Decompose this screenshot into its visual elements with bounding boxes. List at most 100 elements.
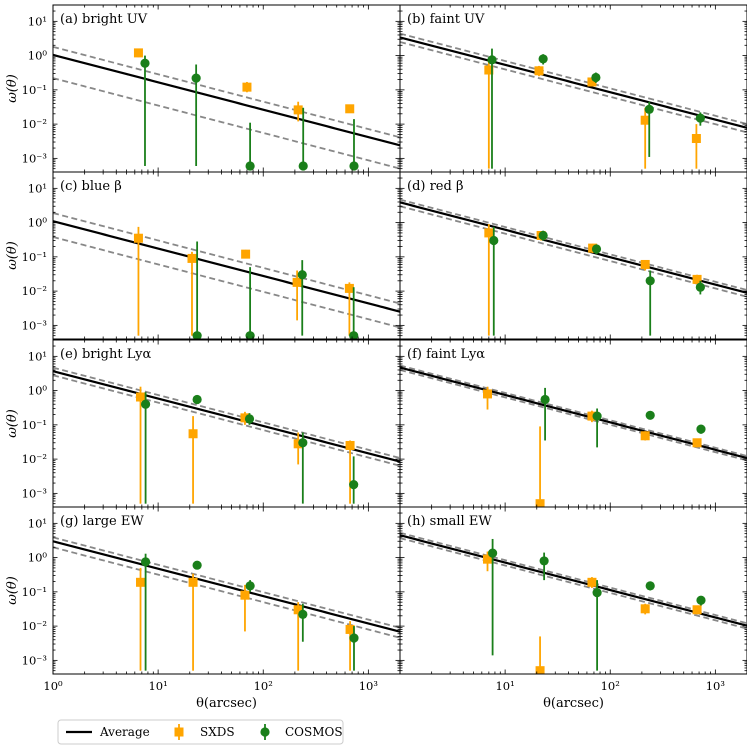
panel-6: 10⁻³ 10⁻² 10⁻¹ 10⁰ 10¹ ω(θ) 10⁰ 10¹ 10² 10³ θ(arcs…	[5, 506, 401, 711]
y-axis-label: ω(θ)	[5, 576, 20, 605]
cosmos-point	[538, 230, 548, 241]
average-curve	[400, 534, 747, 627]
cosmos-point	[349, 161, 359, 171]
average-curve	[53, 370, 400, 463]
panel-3: (d) red β	[399, 171, 747, 340]
sxds-point	[136, 392, 146, 402]
y-tick-label: 10⁰	[28, 384, 48, 398]
cosmos-point	[591, 244, 602, 254]
panel-7: 10¹ 10² 10³ θ(arcsec) (h) small EW	[399, 506, 747, 711]
y-tick-label: 10⁻³	[22, 151, 48, 165]
panel-title: (e) bright Lyα	[60, 347, 151, 362]
panel-title: (c) blue β	[60, 179, 122, 194]
panel-plot-area	[400, 364, 747, 507]
sxds-point	[692, 605, 702, 615]
sxds-point	[241, 249, 251, 259]
legend: Average SXDS COSMOS	[57, 719, 344, 745]
sxds-point	[242, 82, 252, 92]
bound-curve-1	[400, 205, 747, 298]
sxds-point	[587, 577, 597, 587]
cosmos-point	[140, 399, 151, 409]
y-tick-label: 10⁻²	[22, 619, 47, 633]
sxds-point	[640, 604, 650, 614]
panel-ticks	[52, 4, 401, 173]
bound-curve-0	[400, 531, 747, 625]
panel-frame	[399, 339, 747, 508]
cosmos-point	[696, 424, 706, 434]
bound-curve-0	[53, 536, 400, 629]
panel-frame	[52, 4, 401, 173]
y-tick-label: 10⁻²	[22, 284, 47, 298]
panel-ticks	[52, 506, 401, 675]
sxds-point	[345, 624, 355, 634]
cosmos-point	[192, 394, 202, 405]
x-tick-label: 10¹	[148, 679, 167, 693]
x-tick-label: 10³	[359, 679, 379, 693]
cosmos-point	[297, 270, 307, 280]
cosmos-point	[592, 588, 602, 598]
average-curve	[53, 540, 400, 633]
y-tick-label: 10⁻³	[22, 653, 48, 667]
cosmos-point	[695, 282, 705, 292]
panel-frame	[52, 339, 401, 508]
bound-curve-1	[400, 369, 747, 462]
y-tick-label: 10⁻²	[22, 452, 47, 466]
panel-frame	[52, 506, 401, 675]
y-tick-label: 10¹	[28, 14, 47, 28]
y-tick-label: 10⁰	[28, 551, 48, 565]
sxds-point	[133, 233, 143, 243]
y-tick-label: 10⁰	[28, 216, 48, 230]
cosmos-point	[298, 609, 308, 619]
cosmos-point	[645, 410, 655, 420]
panel-title: (g) large EW	[60, 514, 144, 529]
y-tick-label: 10⁻³	[22, 486, 48, 500]
panel-plot-area	[53, 536, 400, 671]
panel-title: (f) faint Lyα	[407, 347, 485, 362]
y-tick-label: 10⁻¹	[22, 83, 47, 97]
cosmos-point	[191, 73, 201, 83]
average-curve	[400, 201, 747, 294]
panel-plot-area	[53, 45, 400, 171]
cosmos-point	[192, 331, 202, 339]
sxds-point	[640, 431, 650, 441]
panel-4: 10⁻³ 10⁻² 10⁻¹ 10⁰ 10¹ ω(θ) (e) bright Lyα	[5, 339, 401, 508]
panel-title: (b) faint UV	[407, 12, 485, 27]
average-curve	[53, 220, 400, 313]
panel-grid: 10⁻³ 10⁻² 10⁻¹ 10⁰ 10¹ ω(θ) (a) bright UV (b) f…	[5, 4, 747, 711]
sxds-point	[587, 411, 597, 421]
sxds-point	[345, 104, 355, 114]
y-tick-label: 10⁻²	[22, 117, 47, 131]
panel-frame	[399, 4, 747, 173]
bound-curve-1	[53, 546, 400, 639]
panel-plot-area	[400, 198, 747, 336]
x-tick-label: 10⁰	[43, 679, 63, 693]
panel-plot-area	[53, 366, 400, 504]
sxds-point	[344, 283, 354, 293]
sxds-point	[240, 413, 250, 423]
panel-plot-area	[400, 531, 747, 674]
y-tick-label: 10⁻¹	[22, 585, 47, 599]
sxds-point	[133, 48, 143, 58]
cosmos-point	[245, 581, 255, 591]
sxds-point	[187, 253, 197, 263]
sxds-point	[587, 77, 597, 87]
cosmos-point	[487, 548, 498, 558]
y-tick-label: 10⁻¹	[22, 418, 47, 432]
sxds-point	[293, 105, 303, 115]
legend-average-label: Average	[99, 725, 150, 739]
y-axis-label: ω(θ)	[5, 409, 20, 438]
cosmos-point	[591, 72, 601, 83]
legend-sxds-swatch	[174, 727, 184, 737]
x-axis-label: θ(arcsec)	[543, 696, 604, 711]
panel-1: (b) faint UV	[399, 4, 747, 173]
cosmos-point	[192, 560, 202, 570]
legend-cosmos-swatch	[260, 727, 270, 737]
sxds-point	[483, 389, 493, 399]
cosmos-point	[298, 438, 308, 448]
cosmos-point	[245, 331, 255, 339]
panel-5: (f) faint Lyα	[399, 339, 747, 508]
cosmos-point	[592, 411, 602, 421]
panel-title: (h) small EW	[407, 514, 492, 529]
cosmos-point	[538, 54, 548, 64]
